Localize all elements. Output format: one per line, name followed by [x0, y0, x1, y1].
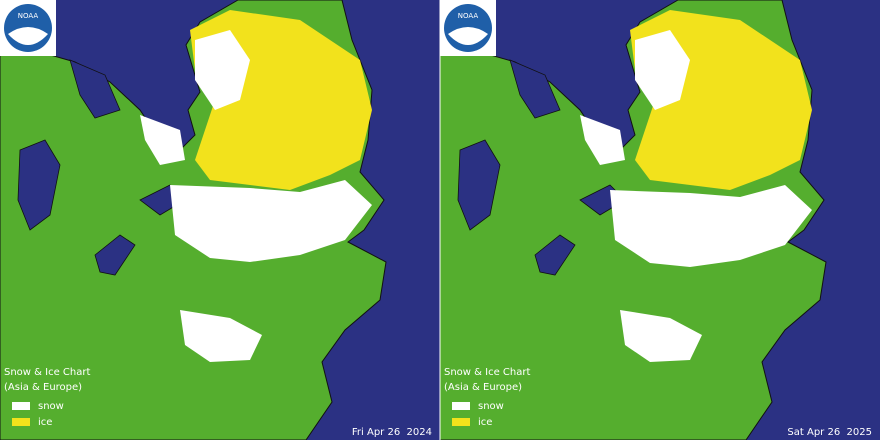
- inland-water: [69, 59, 121, 119]
- snow-cover: [580, 115, 625, 165]
- legend-swatch: [12, 418, 30, 426]
- logo-text: NOAA: [18, 12, 39, 20]
- snow-cover: [635, 30, 690, 110]
- inland-water: [17, 139, 61, 231]
- inland-water: [534, 234, 576, 276]
- map-panel: NOAA Snow & Ice Chart (Asia & Europe) snow i…: [439, 0, 880, 440]
- snow-cover: [140, 115, 185, 165]
- chart-subtitle: (Asia & Europe): [444, 382, 522, 393]
- inland-water: [94, 234, 136, 276]
- legend-swatch: [452, 418, 470, 426]
- snow-cover: [170, 180, 372, 262]
- map-panel: NOAA Snow & Ice Chart (Asia & Europe) snow i…: [0, 0, 432, 440]
- legend-label: snow: [38, 401, 64, 412]
- chart-date: Fri Apr 26 2024: [352, 427, 432, 438]
- snow-cover: [180, 310, 262, 362]
- chart-subtitle: (Asia & Europe): [4, 382, 82, 393]
- legend-label: ice: [478, 417, 492, 428]
- inland-water: [457, 139, 501, 231]
- legend-swatch: [452, 402, 470, 410]
- snow-cover: [620, 310, 702, 362]
- logo-wave: [8, 27, 48, 45]
- inland-water: [509, 59, 561, 119]
- legend-label: ice: [38, 417, 52, 428]
- logo-text: NOAA: [458, 12, 479, 20]
- chart-title: Snow & Ice Chart: [444, 367, 530, 378]
- legend-swatch: [12, 402, 30, 410]
- legend-label: snow: [478, 401, 504, 412]
- chart-title: Snow & Ice Chart: [4, 367, 90, 378]
- snow-cover: [195, 30, 250, 110]
- snow-cover: [610, 185, 812, 267]
- logo-wave: [448, 27, 488, 45]
- chart-date: Sat Apr 26 2025: [787, 427, 872, 438]
